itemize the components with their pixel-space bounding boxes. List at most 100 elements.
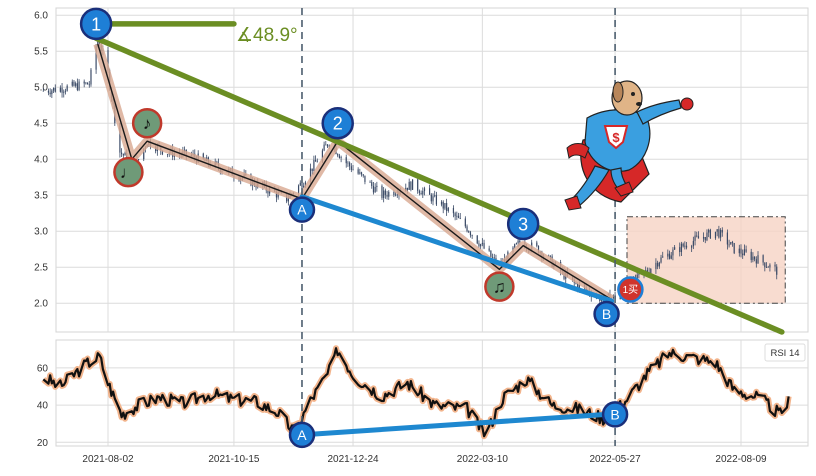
rsi-marker-b-label: B [610,406,619,422]
candle-body [406,187,409,190]
candle-body [143,148,145,160]
superhero-dog-icon: $ [564,80,694,211]
wave-3-marker-circle [506,207,540,241]
hero-boot-2 [614,181,634,197]
candle-body [464,218,466,227]
candle-body [674,247,676,250]
candle-body [459,218,461,219]
candle-body [478,243,480,247]
rsi-legend-label: RSI 14 [770,348,799,359]
candle-body [345,157,347,164]
candle-body [78,81,80,90]
candle-body [646,270,649,273]
x-tick-label: 2022-05-27 [590,454,642,465]
candle-body [216,161,218,164]
hero-arm [636,99,682,125]
candle-body [704,237,706,241]
candle-body [456,215,458,217]
candle-body [349,162,351,167]
music-note-icon [484,271,515,302]
candle-body [685,245,688,248]
candle-body [420,193,422,195]
x-axis: 2021-08-02 2021-10-15 2021-12-24 2022-03-10… [82,454,767,465]
candle-body [469,232,472,236]
buy-signal-label: 1买 [623,284,639,296]
wave-3-marker: 3 [506,207,540,241]
music-note-icon [113,156,144,188]
candle-body [447,208,449,211]
hero-ear [612,81,624,103]
candle-body [733,242,735,254]
candle-body [721,229,723,233]
candle-body [396,194,398,196]
candle-body [121,152,123,155]
candle-body [59,87,61,92]
price-marker-b-circle [593,300,620,328]
candle-body [536,242,538,246]
candle-body [393,191,395,196]
candle-body [740,248,742,254]
candle-body [371,182,373,186]
candle-body [328,145,330,147]
candle-body [76,83,78,90]
candle-body [638,273,640,275]
candle-body [549,255,552,257]
candle-body [765,266,768,268]
candle-body [90,69,92,85]
candle-body [714,231,717,239]
rsi-legend-box [764,343,806,362]
candle-body [454,213,456,217]
candle-body [166,154,169,156]
candle-body [138,159,140,161]
wave-1-marker-circle [79,7,113,41]
candle-body [52,87,55,91]
candle-body [706,232,708,241]
candle-body [303,185,305,188]
hero-glove-2 [566,143,590,160]
rsi-marker-a-label: A [297,427,307,443]
candle-body [85,82,87,84]
candle-body [107,50,109,71]
price-y-tick-label: 4.5 [34,119,48,130]
candle-body [667,253,669,257]
candle-body [446,203,448,211]
rsi-y-tick-label: 60 [37,363,49,374]
candle-body [491,256,494,258]
candle-body [161,150,164,155]
candle-body [692,240,694,247]
price-marker-b: B [593,300,620,328]
wave-1-marker-label: 1 [91,14,101,34]
candle-body [338,155,341,159]
candle-body [42,90,44,92]
x-tick-label: 2021-10-15 [208,454,260,465]
candle-body [517,240,519,244]
price-y-tick-label: 4.0 [34,155,48,166]
hero-nose [636,102,642,106]
candle-body [369,181,371,183]
candle-body [708,229,710,233]
candle-body [577,283,579,290]
candle-body [658,262,660,267]
candle-body [575,282,577,284]
candle-body [51,90,53,95]
candle-body [316,161,318,163]
candle-body [691,246,693,248]
candle-body [466,226,468,232]
candle-body [347,162,349,164]
price-y-tick-label: 5.5 [34,47,48,58]
candle-body [754,256,756,260]
candle-body [122,154,124,156]
candle-body [372,185,375,193]
candle-body [321,150,324,162]
candle-body [432,196,434,202]
candle-body [359,172,361,174]
candle-body [755,259,757,264]
price-marker-a: A [288,196,316,223]
candle-body [709,229,711,239]
candle-body [313,159,315,171]
rsi-panel: 20 40 60 RSI 14 [37,339,809,449]
candle-body [435,195,438,205]
note-marker-3-glyph: ♫ [493,278,506,297]
candle-body [202,153,204,159]
